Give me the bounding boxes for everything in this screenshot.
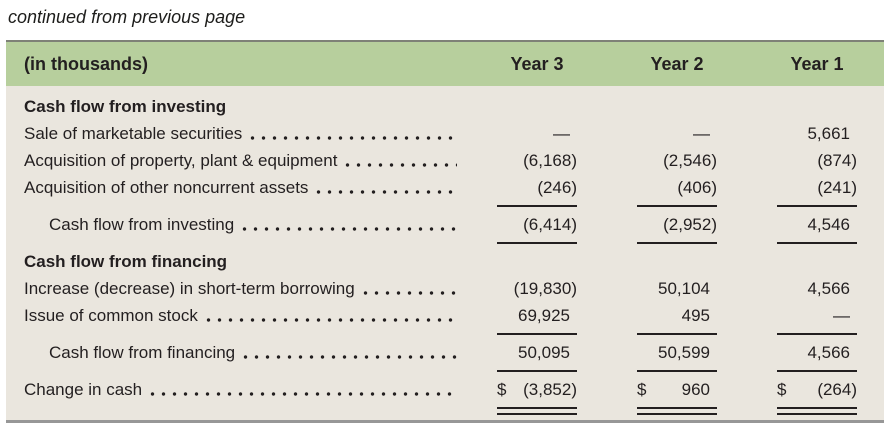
value-cell-year1: 4,566 xyxy=(777,339,857,372)
value-cell-year3: (19,830) xyxy=(497,275,577,302)
row-label: Sale of marketable securities xyxy=(24,124,243,143)
cash-flow-table: (in thousands) Year 3 Year 2 Year 1 Cash… xyxy=(6,40,884,423)
value-cell-year1: (241) xyxy=(777,174,857,207)
table-row: Cash flow from financing 50,095 50,599 4,56… xyxy=(6,339,884,372)
currency-symbol: $ xyxy=(777,380,787,399)
value-cell-year3: (6,168) xyxy=(497,147,577,174)
value: (246) xyxy=(537,178,577,197)
value: (19,830) xyxy=(513,279,577,298)
row-label: Cash flow from investing xyxy=(24,97,227,116)
value-cell-year3: 50,095 xyxy=(497,339,577,372)
section-header-row: Cash flow from investing xyxy=(6,93,884,120)
value-cell-year2: 50,104 xyxy=(637,275,717,302)
table-row: Cash flow from investing (6,414) (2,952) 4,… xyxy=(6,211,884,244)
value: (6,414) xyxy=(523,215,577,234)
value-cell-year1: 4,566 xyxy=(777,275,857,302)
value-cell-year2: — xyxy=(637,120,717,147)
value: (874) xyxy=(817,151,857,170)
dot-leader xyxy=(359,275,457,302)
dot-leader xyxy=(202,302,457,329)
row-label: Change in cash xyxy=(24,380,143,399)
section-header-row: Cash flow from financing xyxy=(6,248,884,275)
value-cell-year3: 69,925 xyxy=(497,302,577,335)
value: (6,168) xyxy=(523,151,577,170)
value: 495 xyxy=(681,306,710,325)
header-year2: Year 2 xyxy=(650,53,704,74)
continued-note: continued from previous page xyxy=(8,7,246,27)
value: — xyxy=(693,124,710,143)
value-cell-year2: (2,546) xyxy=(637,147,717,174)
value: (241) xyxy=(817,178,857,197)
value: — xyxy=(553,124,570,143)
row-label: Cash flow from investing xyxy=(49,215,235,234)
dot-leader xyxy=(247,120,457,147)
header-year3: Year 3 xyxy=(510,53,564,74)
value: (264) xyxy=(817,380,857,399)
value-cell-year2: 50,599 xyxy=(637,339,717,372)
header-units-label: (in thousands) xyxy=(24,53,148,74)
value-cell-year1: (874) xyxy=(777,147,857,174)
value-cell-year1: 4,546 xyxy=(777,211,857,244)
table-row: Increase (decrease) in short-term borrow… xyxy=(6,275,884,302)
header-year1: Year 1 xyxy=(790,53,844,74)
value: 50,104 xyxy=(658,279,710,298)
value-cell-year3: (6,414) xyxy=(497,211,577,244)
table-row: Acquisition of property, plant & equipme… xyxy=(6,147,884,174)
dot-leader xyxy=(342,147,457,174)
table-header-row: (in thousands) Year 3 Year 2 Year 1 xyxy=(6,42,884,86)
value: 4,546 xyxy=(807,215,850,234)
dot-leader xyxy=(313,174,457,201)
value-cell-year3: $ (3,852) xyxy=(497,376,577,415)
dot-leader xyxy=(147,376,457,403)
value: (2,546) xyxy=(663,151,717,170)
currency-symbol: $ xyxy=(497,380,507,399)
value-cell-year1: — xyxy=(777,302,857,335)
currency-symbol: $ xyxy=(637,380,647,399)
value: 960 xyxy=(681,380,710,399)
table-row: Acquisition of other noncurrent assets (2… xyxy=(6,174,884,207)
dot-leader xyxy=(239,211,457,238)
value: — xyxy=(833,306,850,325)
row-label: Acquisition of other noncurrent assets xyxy=(24,178,309,197)
value-cell-year3: (246) xyxy=(497,174,577,207)
value: (3,852) xyxy=(523,380,577,399)
value: 50,095 xyxy=(518,343,570,362)
value-cell-year1: 5,661 xyxy=(777,120,857,147)
row-label: Cash flow from financing xyxy=(24,252,228,271)
row-label: Acquisition of property, plant & equipme… xyxy=(24,151,338,170)
table-row: Change in cash $ (3,852) $960 $ (264) xyxy=(6,376,884,415)
value-cell-year1: $ (264) xyxy=(777,376,857,415)
table-row: Sale of marketable securities — — 5,661 xyxy=(6,120,884,147)
value-cell-year2: $960 xyxy=(637,376,717,415)
value: 5,661 xyxy=(807,124,850,143)
row-label: Issue of common stock xyxy=(24,306,198,325)
value-cell-year3: — xyxy=(497,120,577,147)
value: (2,952) xyxy=(663,215,717,234)
value: 50,599 xyxy=(658,343,710,362)
value: 4,566 xyxy=(807,279,850,298)
value: (406) xyxy=(677,178,717,197)
value-cell-year2: (2,952) xyxy=(637,211,717,244)
row-label: Cash flow from financing xyxy=(49,343,236,362)
table-row: Issue of common stock 69,925 495 — xyxy=(6,302,884,335)
value-cell-year2: (406) xyxy=(637,174,717,207)
value: 69,925 xyxy=(518,306,570,325)
value-cell-year2: 495 xyxy=(637,302,717,335)
value: 4,566 xyxy=(807,343,850,362)
row-label: Increase (decrease) in short-term borrow… xyxy=(24,279,355,298)
dot-leader xyxy=(240,339,457,366)
table-body: Cash flow from investing Sale of marketab… xyxy=(6,86,884,420)
